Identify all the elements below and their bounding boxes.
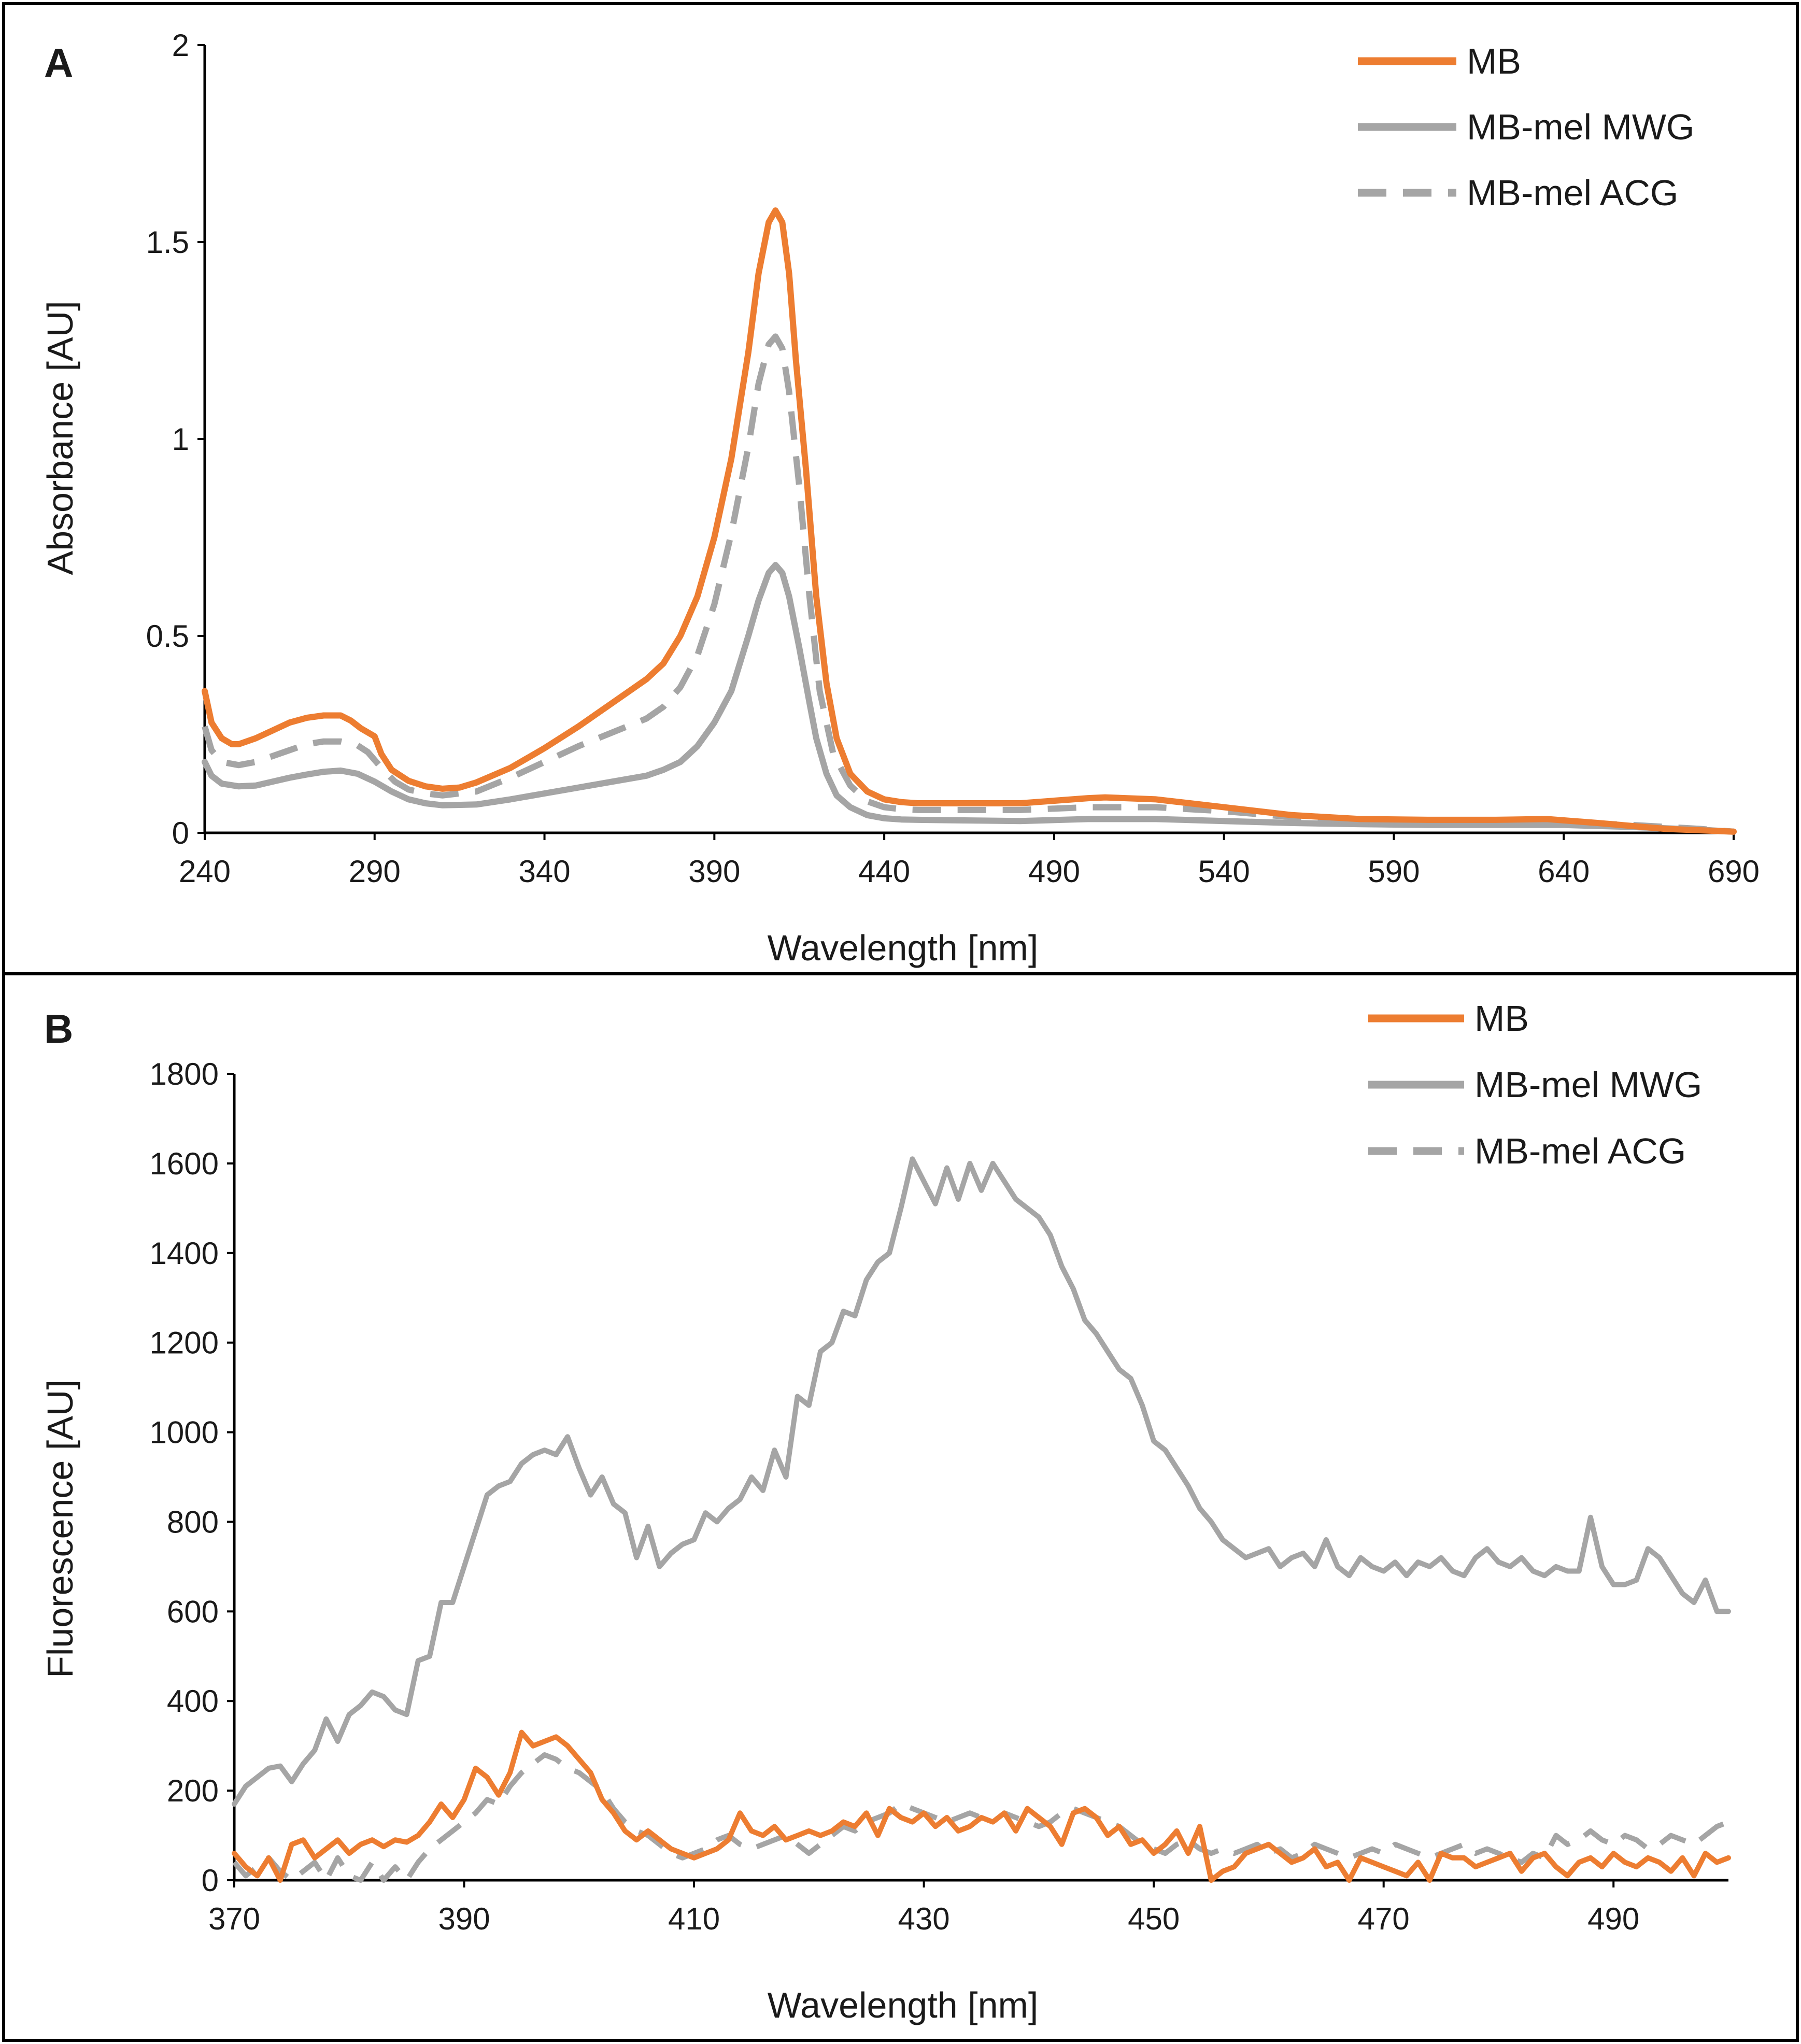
panel-b-y-tick-labels: 0 200 400 600 800 1000 1200 1400 1600 1800	[150, 1057, 219, 1898]
panel-b-y-axis-title: Fluorescence [AU]	[40, 1380, 80, 1678]
x-tick-label: 430	[898, 1901, 950, 1936]
x-tick-label: 690	[1708, 854, 1760, 889]
legend-label-mb: MB	[1467, 41, 1521, 81]
y-tick-label: 1400	[150, 1236, 219, 1271]
y-tick-label: 2	[172, 28, 189, 63]
x-tick-label: 490	[1587, 1901, 1639, 1936]
panel-a-legend: MB MB-mel MWG MB-mel ACG	[1358, 41, 1694, 213]
x-tick-label: 390	[438, 1901, 490, 1936]
x-tick-label: 370	[208, 1901, 260, 1936]
legend-label-mb-mel-mwg: MB-mel MWG	[1474, 1064, 1702, 1105]
x-tick-label: 440	[858, 854, 910, 889]
panel-a-series	[202, 207, 1737, 835]
legend-item-mb-mel-mwg: MB-mel MWG	[1368, 1064, 1702, 1105]
legend-item-mb: MB	[1368, 998, 1529, 1039]
y-tick-label: 1.5	[146, 225, 189, 260]
legend-item-mb-mel-mwg: MB-mel MWG	[1358, 107, 1694, 147]
x-tick-label: 390	[688, 854, 740, 889]
panel-b: B 370 390 410 430 450 470 490 0 200 400 600 800 100…	[2, 972, 1799, 2042]
y-tick-label: 800	[167, 1504, 219, 1539]
x-tick-label: 240	[179, 854, 231, 889]
panel-a-y-tick-labels: 0 0.5 1 1.5 2	[146, 28, 189, 850]
x-tick-label: 340	[519, 854, 571, 889]
y-tick-label: 0	[202, 1863, 219, 1898]
legend-item-mb-mel-acg: MB-mel ACG	[1368, 1131, 1686, 1171]
panel-b-x-tick-labels: 370 390 410 430 450 470 490	[208, 1901, 1639, 1936]
x-tick-label: 450	[1128, 1901, 1180, 1936]
series-line-mb-mel-mwg	[202, 562, 1737, 835]
panel-a-letter: A	[44, 40, 73, 86]
y-tick-label: 200	[167, 1773, 219, 1808]
y-tick-label: 0.5	[146, 619, 189, 654]
legend-label-mb-mel-acg: MB-mel ACG	[1467, 173, 1678, 213]
panel-a-x-axis-title: Wavelength [nm]	[768, 928, 1039, 968]
panel-a-x-tick-labels: 240 290 340 390 440 490 540 590 640 690	[179, 854, 1760, 889]
y-tick-label: 0	[172, 816, 189, 850]
x-tick-label: 540	[1198, 854, 1250, 889]
series-line-mb-mel-acg	[232, 1752, 1729, 1883]
series-line-mb-mel-acg	[202, 333, 1734, 835]
x-tick-label: 410	[668, 1901, 720, 1936]
legend-item-mb: MB	[1358, 41, 1521, 81]
panel-b-series	[232, 1156, 1731, 1883]
legend-label-mb: MB	[1474, 998, 1529, 1039]
y-tick-label: 600	[167, 1594, 219, 1629]
series-line-mb	[232, 1729, 1731, 1883]
y-tick-label: 1	[172, 422, 189, 457]
x-tick-label: 470	[1358, 1901, 1410, 1936]
legend-label-mb-mel-mwg: MB-mel MWG	[1467, 107, 1694, 147]
series-line-mb-mel-mwg	[232, 1156, 1731, 1807]
y-tick-label: 1000	[150, 1415, 219, 1450]
panel-a-plot: 240 290 340 390 440 490 540 590 640 690 0 0.5 1 1.5 2…	[40, 28, 1760, 968]
x-tick-label: 290	[349, 854, 401, 889]
legend-item-mb-mel-acg: MB-mel ACG	[1358, 173, 1678, 213]
panel-b-legend: MB MB-mel MWG MB-mel ACG	[1368, 998, 1702, 1171]
x-tick-label: 490	[1028, 854, 1080, 889]
panel-a: A 240 290 340 390 440 490 540 590 640 690 0 0.5 1 1.…	[2, 2, 1799, 975]
panel-b-letter: B	[44, 1006, 73, 1052]
panel-b-frame	[2, 972, 1799, 2042]
y-tick-label: 1200	[150, 1326, 219, 1360]
series-line-mb	[202, 207, 1737, 835]
y-tick-label: 400	[167, 1684, 219, 1719]
legend-label-mb-mel-acg: MB-mel ACG	[1474, 1131, 1686, 1171]
panel-a-y-axis-title: Absorbance [AU]	[40, 301, 80, 575]
x-tick-label: 640	[1538, 854, 1590, 889]
x-tick-label: 590	[1368, 854, 1420, 889]
y-tick-label: 1600	[150, 1146, 219, 1181]
panel-b-x-axis-title: Wavelength [nm]	[768, 1985, 1039, 2025]
y-tick-label: 1800	[150, 1057, 219, 1091]
panel-b-plot: 370 390 410 430 450 470 490 0 200 400 600 800 1000 1…	[40, 1057, 1731, 2025]
